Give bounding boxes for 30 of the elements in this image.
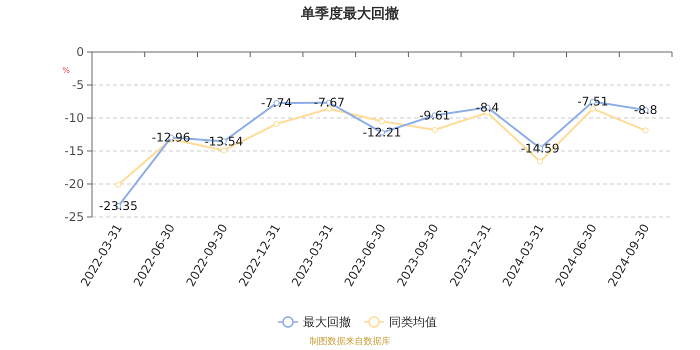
y-tick-label: -10 xyxy=(64,111,84,125)
legend-label: 最大回撤 xyxy=(303,315,351,329)
data-label: -13.54 xyxy=(204,134,244,148)
data-label: -12.21 xyxy=(362,126,402,140)
y-tick-label: 0 xyxy=(76,45,84,59)
data-label: -7.74 xyxy=(261,96,292,110)
data-label: -7.51 xyxy=(577,94,608,109)
legend-label: 同类均值 xyxy=(389,315,437,329)
y-axis-title: % xyxy=(62,66,70,75)
chart-title: 单季度最大回撤 xyxy=(300,5,399,22)
y-tick-label: -20 xyxy=(64,177,84,191)
point xyxy=(379,118,385,124)
point xyxy=(642,128,649,134)
point xyxy=(537,158,544,165)
data-label: -7.67 xyxy=(314,96,345,110)
data-label: -9.61 xyxy=(419,108,450,122)
text: 制图数据来自数据库 xyxy=(310,336,390,347)
point xyxy=(220,147,227,154)
point xyxy=(590,106,596,112)
data-label: -8.4 xyxy=(476,100,500,114)
data-label: -23.35 xyxy=(99,199,138,214)
y-tick-label: -5 xyxy=(72,78,84,92)
point xyxy=(274,120,280,127)
point xyxy=(115,182,122,188)
data-label: -14.59 xyxy=(520,141,560,156)
y-tick-label: -25 xyxy=(64,210,84,224)
data-label: -8.8 xyxy=(634,103,658,118)
data-label: -12.96 xyxy=(152,130,190,145)
point xyxy=(432,126,438,133)
y-tick-label: -15 xyxy=(64,144,84,158)
